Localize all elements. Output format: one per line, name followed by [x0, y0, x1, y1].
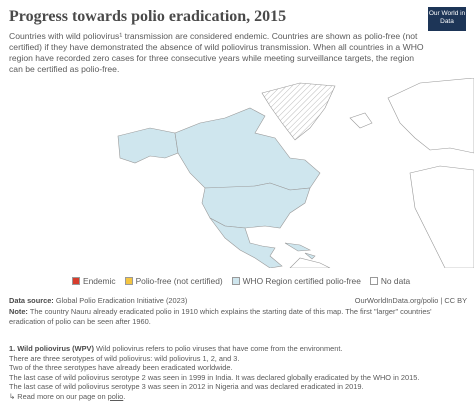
other-land	[349, 78, 474, 268]
logo[interactable]: Our World in Data	[428, 7, 466, 31]
south-america	[289, 257, 331, 268]
legend-swatch	[124, 277, 133, 285]
legend-swatch	[369, 277, 378, 285]
note: Note: The country Nauru already eradicat…	[9, 307, 467, 326]
legend-item[interactable]: No data	[369, 276, 411, 286]
legend-swatch	[72, 277, 80, 285]
footnote-label: 1. Wild poliovirus (WPV)	[9, 344, 94, 353]
greenland	[261, 82, 336, 141]
note-text: The country Nauru already eradicated pol…	[9, 307, 432, 326]
footnote-line: The last case of wild poliovirus serotyp…	[9, 382, 364, 391]
legend-label: WHO Region certified polio-free	[242, 276, 361, 286]
source-text: Global Polio Eradication Initiative (202…	[55, 296, 188, 305]
legend-swatch	[231, 277, 240, 285]
footnote-line: Two of the three serotypes have already …	[9, 363, 233, 372]
legend-item[interactable]: Polio-free (not certified)	[124, 276, 223, 286]
map	[117, 78, 474, 268]
countries	[117, 78, 474, 268]
footnote-line: The last case of wild poliovirus serotyp…	[9, 372, 420, 382]
alaska	[117, 127, 179, 164]
legend-label: Polio-free (not certified)	[135, 276, 223, 286]
title: Progress towards polio eradication, 2015	[9, 8, 287, 25]
url[interactable]: OurWorldInData.org/polio | CC BY	[354, 296, 467, 305]
read-more-text: Read more on our page on	[17, 391, 106, 401]
legend: Endemic Polio-free (not certified) WHO Reg…	[72, 276, 410, 286]
mexico	[209, 217, 283, 268]
legend-label: No data	[380, 276, 411, 286]
legend-item[interactable]: WHO Region certified polio-free	[231, 276, 361, 286]
footnote-line: Wild poliovirus refers to polio viruses …	[96, 344, 343, 353]
read-more: ↳ Read more on our page on polio.	[9, 391, 126, 401]
footnote-line: There are three serotypes of wild poliov…	[9, 353, 240, 363]
subtitle: Countries with wild poliovirus¹ transmis…	[9, 31, 424, 74]
caribbean	[284, 242, 316, 260]
footnotes: 1. Wild poliovirus (WPV) Wild poliovirus…	[9, 344, 467, 401]
legend-item[interactable]: Endemic	[72, 276, 116, 286]
usa	[201, 182, 311, 229]
note-label: Note:	[9, 307, 28, 316]
legend-label: Endemic	[83, 276, 116, 286]
read-more-link[interactable]: polio	[107, 391, 124, 401]
source: Data source: Global Polio Eradication In…	[9, 296, 467, 306]
source-label: Data source:	[9, 296, 54, 305]
